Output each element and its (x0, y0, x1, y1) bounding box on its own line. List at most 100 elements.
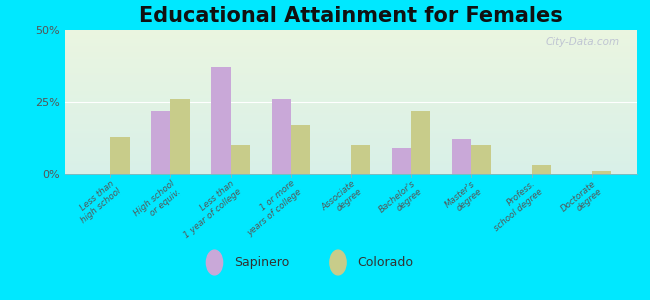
Bar (65, 66, 637, 68)
Bar (65, 169, 637, 170)
Bar (65, 57, 637, 59)
Bar (65, 109, 637, 111)
Bar (65, 140, 637, 142)
Bar (65, 86, 637, 88)
Bar (65, 53, 637, 55)
Bar (65, 134, 637, 136)
Bar (151, 111, 170, 174)
Bar (65, 95, 637, 97)
Bar (65, 71, 637, 73)
Bar (65, 34, 637, 35)
Bar (592, 171, 611, 174)
Bar (532, 165, 551, 174)
Bar (65, 142, 637, 143)
Bar (65, 124, 637, 125)
Bar (65, 131, 637, 133)
Bar (65, 37, 637, 39)
Bar (65, 152, 637, 154)
Bar (65, 149, 637, 151)
Bar (65, 138, 637, 140)
Bar (65, 32, 637, 34)
Bar (272, 99, 291, 174)
Bar (65, 160, 637, 161)
Bar (65, 55, 637, 57)
Bar (111, 136, 129, 174)
Bar (392, 148, 411, 174)
Bar (65, 52, 637, 53)
Bar (65, 163, 637, 165)
Bar (65, 143, 637, 145)
Bar (65, 167, 637, 169)
Bar (65, 61, 637, 62)
Bar (65, 62, 637, 64)
Bar (411, 111, 430, 174)
Bar (65, 107, 637, 109)
Bar (65, 41, 637, 43)
Bar (65, 133, 637, 134)
Bar (65, 98, 637, 100)
Bar (65, 165, 637, 167)
Bar (65, 115, 637, 116)
Bar (65, 93, 637, 95)
Bar (211, 68, 231, 174)
Bar (65, 122, 637, 124)
Text: Colorado: Colorado (358, 256, 413, 269)
Bar (65, 48, 637, 50)
Title: Educational Attainment for Females: Educational Attainment for Females (139, 6, 563, 26)
Bar (65, 80, 637, 82)
Bar (65, 43, 637, 44)
Bar (65, 116, 637, 118)
Bar (65, 88, 637, 89)
Bar (65, 161, 637, 163)
Bar (65, 120, 637, 122)
Bar (65, 129, 637, 131)
Bar (65, 59, 637, 61)
Bar (65, 118, 637, 120)
Bar (471, 145, 491, 174)
Bar (65, 145, 637, 147)
Bar (65, 91, 637, 93)
Bar (65, 136, 637, 138)
Bar (452, 140, 471, 174)
Bar (65, 125, 637, 127)
Bar (65, 89, 637, 91)
Bar (231, 145, 250, 174)
Bar (65, 102, 637, 104)
Bar (65, 100, 637, 102)
Ellipse shape (330, 250, 346, 275)
Bar (65, 30, 637, 32)
Bar (65, 75, 637, 77)
Bar (351, 145, 370, 174)
Bar (65, 170, 637, 172)
Bar (65, 39, 637, 41)
Bar (291, 125, 310, 174)
Bar (65, 44, 637, 46)
Bar (65, 70, 637, 71)
Bar (65, 50, 637, 52)
Bar (65, 154, 637, 156)
Bar (65, 77, 637, 79)
Bar (65, 106, 637, 107)
Bar (65, 82, 637, 84)
Bar (65, 151, 637, 152)
Ellipse shape (206, 250, 222, 275)
Bar (65, 147, 637, 149)
Bar (65, 113, 637, 115)
Bar (65, 158, 637, 160)
Text: City-Data.com: City-Data.com (546, 37, 620, 47)
Bar (170, 99, 190, 174)
Bar (65, 73, 637, 75)
Bar (65, 97, 637, 98)
Bar (65, 111, 637, 113)
Bar (65, 127, 637, 129)
Bar (65, 104, 637, 106)
Bar (65, 68, 637, 70)
Bar (65, 46, 637, 48)
Bar (65, 64, 637, 66)
Bar (65, 156, 637, 158)
Bar (65, 35, 637, 37)
Bar (65, 79, 637, 80)
Text: Sapinero: Sapinero (234, 256, 289, 269)
Bar (65, 84, 637, 86)
Bar (65, 172, 637, 174)
